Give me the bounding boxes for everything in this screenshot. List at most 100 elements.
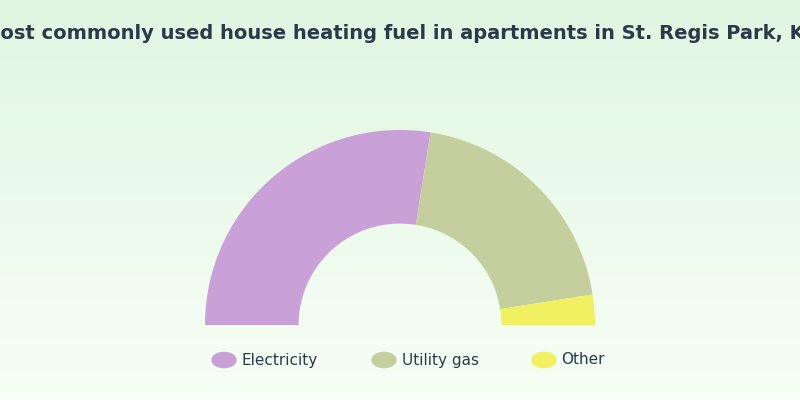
Bar — [0, 72, 800, 73]
Bar — [0, 244, 800, 245]
Bar — [0, 155, 800, 156]
Bar — [0, 175, 800, 176]
Bar — [0, 27, 800, 28]
Bar — [0, 227, 800, 228]
Polygon shape — [205, 130, 430, 325]
Bar — [0, 253, 800, 255]
Bar — [0, 277, 800, 279]
Bar — [0, 24, 800, 25]
Bar — [0, 7, 800, 8]
Bar — [0, 360, 800, 361]
Bar — [0, 276, 800, 277]
Bar — [0, 157, 800, 159]
Bar — [0, 392, 800, 393]
Bar — [0, 324, 800, 325]
Bar — [0, 229, 800, 231]
Bar — [0, 21, 800, 23]
Bar — [0, 176, 800, 177]
Bar — [0, 3, 800, 4]
Bar — [0, 328, 800, 329]
Bar — [0, 316, 800, 317]
Bar — [0, 248, 800, 249]
Bar — [0, 249, 800, 251]
Bar — [0, 223, 800, 224]
Bar — [0, 189, 800, 191]
Bar — [0, 273, 800, 275]
Bar — [0, 191, 800, 192]
Bar — [0, 51, 800, 52]
Bar — [0, 197, 800, 199]
Bar — [0, 355, 800, 356]
Bar — [0, 44, 800, 45]
Bar — [0, 245, 800, 247]
Bar — [0, 203, 800, 204]
Bar — [0, 115, 800, 116]
Bar — [0, 120, 800, 121]
Bar — [0, 17, 800, 19]
Bar — [0, 243, 800, 244]
Bar — [0, 132, 800, 133]
Bar — [0, 239, 800, 240]
Bar — [0, 67, 800, 68]
Bar — [0, 29, 800, 31]
Bar — [0, 341, 800, 343]
Text: Most commonly used house heating fuel in apartments in St. Regis Park, KY: Most commonly used house heating fuel in… — [0, 24, 800, 43]
Bar — [0, 88, 800, 89]
Bar — [0, 15, 800, 16]
Bar — [0, 301, 800, 303]
Bar — [0, 283, 800, 284]
Bar — [0, 309, 800, 311]
Bar — [0, 372, 800, 373]
Bar — [0, 235, 800, 236]
Bar — [0, 304, 800, 305]
Bar — [0, 181, 800, 183]
Bar — [0, 168, 800, 169]
Bar — [0, 164, 800, 165]
Bar — [0, 95, 800, 96]
Bar — [0, 236, 800, 237]
Bar — [0, 340, 800, 341]
Bar — [0, 237, 800, 239]
Bar — [0, 204, 800, 205]
Bar — [0, 124, 800, 125]
Bar — [0, 280, 800, 281]
Bar — [0, 332, 800, 333]
Bar — [0, 297, 800, 299]
Bar — [0, 56, 800, 57]
Bar — [0, 384, 800, 385]
Bar — [0, 268, 800, 269]
Bar — [0, 59, 800, 60]
Bar — [0, 373, 800, 375]
Bar — [0, 221, 800, 223]
Bar — [0, 119, 800, 120]
Bar — [0, 320, 800, 321]
Bar — [0, 269, 800, 271]
Bar — [0, 93, 800, 95]
Bar — [0, 75, 800, 76]
Bar — [0, 116, 800, 117]
Bar — [0, 97, 800, 99]
Bar — [0, 109, 800, 111]
Bar — [0, 391, 800, 392]
Bar — [0, 327, 800, 328]
Bar — [0, 159, 800, 160]
Bar — [0, 263, 800, 264]
Bar — [0, 348, 800, 349]
Bar — [0, 135, 800, 136]
Bar — [0, 312, 800, 313]
Bar — [0, 196, 800, 197]
Bar — [0, 152, 800, 153]
Bar — [0, 395, 800, 396]
Bar — [0, 292, 800, 293]
Bar — [0, 217, 800, 219]
Bar — [0, 215, 800, 216]
Bar — [0, 264, 800, 265]
Bar — [0, 5, 800, 7]
Bar — [0, 8, 800, 9]
Bar — [0, 377, 800, 379]
Bar — [0, 364, 800, 365]
Bar — [0, 160, 800, 161]
Bar — [0, 23, 800, 24]
Bar — [0, 371, 800, 372]
Bar — [0, 209, 800, 211]
